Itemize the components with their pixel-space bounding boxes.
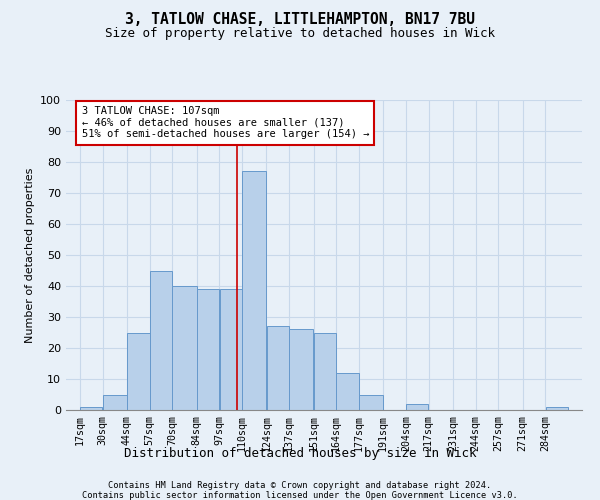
Bar (314, 332, 336, 410)
Bar (406, 404, 428, 410)
Bar (80, 407, 103, 410)
Y-axis label: Number of detached properties: Number of detached properties (25, 168, 35, 342)
Text: Contains HM Land Registry data © Crown copyright and database right 2024.: Contains HM Land Registry data © Crown c… (109, 481, 491, 490)
Bar (545, 407, 568, 410)
Text: Size of property relative to detached houses in Wick: Size of property relative to detached ho… (105, 28, 495, 40)
Text: 3, TATLOW CHASE, LITTLEHAMPTON, BN17 7BU: 3, TATLOW CHASE, LITTLEHAMPTON, BN17 7BU (125, 12, 475, 28)
Bar (337, 373, 359, 410)
Bar (266, 326, 289, 410)
Bar (103, 394, 127, 410)
Bar (359, 394, 383, 410)
Bar (289, 330, 313, 410)
Bar (150, 270, 172, 410)
Bar (127, 332, 149, 410)
Text: 3 TATLOW CHASE: 107sqm
← 46% of detached houses are smaller (137)
51% of semi-de: 3 TATLOW CHASE: 107sqm ← 46% of detached… (82, 106, 369, 140)
Bar (197, 289, 219, 410)
Bar (172, 286, 197, 410)
Bar (242, 172, 266, 410)
Text: Contains public sector information licensed under the Open Government Licence v3: Contains public sector information licen… (82, 491, 518, 500)
Text: Distribution of detached houses by size in Wick: Distribution of detached houses by size … (124, 448, 476, 460)
Bar (220, 289, 242, 410)
